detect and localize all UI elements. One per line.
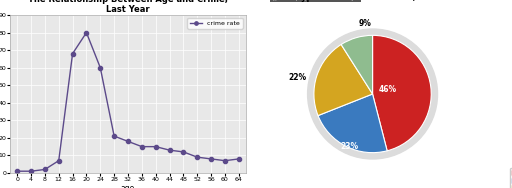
- crime rate: [180, 151, 186, 153]
- Text: Types of Property Crime in the UK, last year: Types of Property Crime in the UK, last …: [271, 0, 360, 1]
- Wedge shape: [314, 45, 373, 116]
- crime rate: [222, 160, 228, 162]
- crime rate: [28, 170, 34, 172]
- Line: crime rate: crime rate: [15, 30, 241, 173]
- crime rate: [194, 156, 200, 158]
- Wedge shape: [341, 35, 373, 94]
- Text: 9%: 9%: [359, 19, 372, 28]
- Wedge shape: [373, 35, 431, 151]
- Legend: crime rate: crime rate: [187, 18, 243, 29]
- crime rate: [111, 135, 117, 137]
- crime rate: [166, 149, 173, 151]
- crime rate: [153, 146, 159, 148]
- Text: 22%: 22%: [289, 73, 307, 82]
- crime rate: [125, 140, 131, 143]
- Legend: violent crime 46%, property crime 23%, drug crime 22%, public order crime 9%: violent crime 46%, property crime 23%, d…: [510, 168, 512, 188]
- X-axis label: age: age: [121, 183, 135, 188]
- crime rate: [14, 170, 20, 172]
- crime rate: [83, 31, 90, 34]
- Text: 23%: 23%: [340, 142, 358, 151]
- crime rate: [42, 168, 48, 171]
- Text: 46%: 46%: [379, 85, 397, 94]
- crime rate: [70, 52, 76, 55]
- crime rate: [208, 158, 214, 160]
- crime rate: [236, 158, 242, 160]
- crime rate: [97, 67, 103, 69]
- Title: The Relationship Between Age and Crime,
Last Year: The Relationship Between Age and Crime, …: [28, 0, 228, 14]
- Title: Types of Crime in the UK, Last Year: Types of Crime in the UK, Last Year: [296, 0, 462, 2]
- crime rate: [56, 160, 62, 162]
- Wedge shape: [318, 94, 387, 153]
- crime rate: [139, 146, 145, 148]
- Circle shape: [308, 29, 438, 159]
